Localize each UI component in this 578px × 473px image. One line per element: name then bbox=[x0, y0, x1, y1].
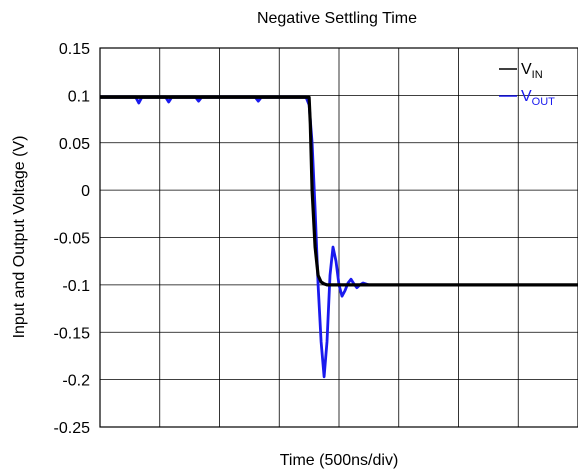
y-tick-label: -0.05 bbox=[54, 231, 91, 248]
y-tick-label: -0.1 bbox=[62, 278, 90, 295]
y-tick-label: 0.15 bbox=[59, 41, 90, 58]
legend: VIN VOUT bbox=[499, 61, 555, 108]
y-axis-label: Input and Output Voltage (V) bbox=[11, 136, 28, 339]
y-tick-label: -0.15 bbox=[54, 325, 91, 342]
plot-frame bbox=[99, 47, 578, 428]
series-line-v-in bbox=[100, 95, 578, 287]
x-axis-label: Time (500ns/div) bbox=[280, 452, 399, 469]
y-tick-label: 0.05 bbox=[59, 136, 90, 153]
y-tick-label: -0.25 bbox=[54, 420, 91, 437]
y-tick-label: 0 bbox=[81, 183, 90, 200]
y-tick-label: -0.2 bbox=[62, 373, 90, 390]
chart-title: Negative Settling Time bbox=[257, 10, 417, 27]
legend-label: VOUT bbox=[521, 88, 555, 108]
y-tick-label: 0.1 bbox=[68, 88, 90, 105]
grid-lines bbox=[100, 48, 578, 427]
series-layer bbox=[100, 95, 578, 379]
legend-label: VIN bbox=[521, 61, 543, 81]
y-tick-labels: 0.15 0.1 0.05 0 -0.05 -0.1 -0.15 -0.2 -0.25 bbox=[54, 41, 91, 437]
